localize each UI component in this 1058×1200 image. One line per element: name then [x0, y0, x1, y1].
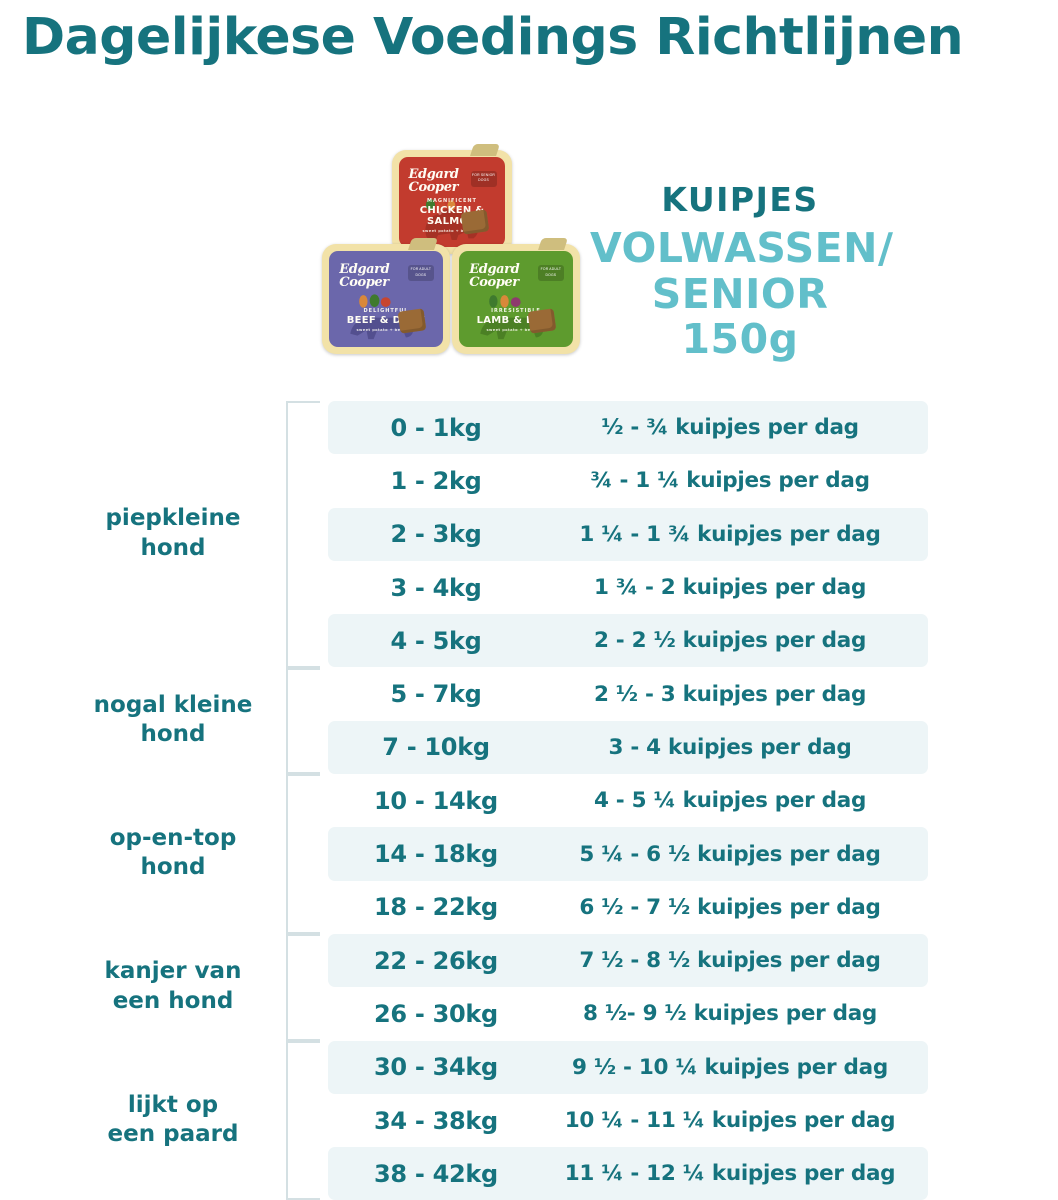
food-chunk-icon [460, 208, 490, 235]
tray-flavour-text: IRRESISTIBLE LAMB & BEEF sweet potato + … [476, 307, 556, 332]
group-label-line-1: op-en-top [109, 825, 237, 852]
weight-range-cell: 10 - 14kg [374, 786, 498, 815]
tray-badge: FOR SENIOR DOGS [470, 170, 497, 187]
tray-badge: FOR ADULT DOGS [537, 265, 564, 282]
table-row: 2 - 3kg 1 ¼ - 1 ¾ kuipjes per dag [328, 507, 928, 561]
group-label-line-1: kanjer van [104, 958, 242, 985]
vegetable-icons [426, 198, 456, 211]
tray-lip-icon [538, 238, 568, 250]
portion-amount-cell: 3 - 4 kuipjes per dag [608, 734, 852, 760]
brand-logo: Edgard Cooper [469, 261, 520, 290]
portion-amount-cell: ¾ - 1 ¼ kuipjes per dag [590, 468, 870, 494]
table-row: 3 - 4kg 1 ¾ - 2 kuipjes per dag [328, 561, 928, 614]
table-row: 4 - 5kg 2 - 2 ½ kuipjes per dag [328, 614, 928, 668]
portion-amount-cell: 10 ¼ - 11 ¼ kuipjes per dag [564, 1108, 896, 1133]
group-label-line-2: hond [140, 854, 206, 881]
vegetable-icons [358, 294, 391, 308]
group-bracket-icon [286, 1040, 320, 1200]
group-label-line-1: lijkt op [127, 1091, 219, 1118]
group-bracket-icon [286, 401, 320, 668]
weight-range-cell: 3 - 4kg [390, 573, 482, 602]
pack-size-line-2: SENIOR 150g [651, 269, 829, 364]
weight-range-cell: 14 - 18kg [374, 840, 498, 869]
page-title: Dagelijkese Voedings Richtlijnen [22, 8, 964, 67]
pack-size-line-1: VOLWASSEN/ [590, 223, 894, 272]
dog-size-group: lijkt op een paard [60, 1040, 320, 1200]
table-row: 5 - 7kg 2 ½ - 3 kuipjes per dag [328, 667, 928, 720]
portion-amount-cell: 1 ¾ - 2 kuipjes per dag [593, 575, 867, 601]
product-image-stack: Edgard Cooper FOR SENIOR DOGS MAGNIFICEN… [318, 144, 583, 375]
dog-size-group: piepkleine hond [60, 401, 320, 668]
brand-logo: Edgard Cooper [408, 166, 459, 196]
brand-logo: Edgard Cooper [339, 261, 390, 290]
group-label: kanjer van een hond [60, 957, 286, 1016]
group-label-line-1: nogal kleine [93, 691, 253, 718]
feeding-guidelines-table: 0 - 1kg ½ - ¾ kuipjes per dag 1 - 2kg ¾ - 1… [328, 401, 928, 1200]
weight-range-cell: 5 - 7kg [390, 680, 482, 709]
tray-lip-icon [408, 238, 438, 250]
portion-amount-cell: 9 ½ - 10 ¼ kuipjes per dag [572, 1054, 888, 1080]
weight-range-cell: 7 - 10kg [382, 733, 490, 762]
table-row: 10 - 14kg 4 - 5 ¼ kuipjes per dag [328, 774, 928, 827]
weight-range-cell: 30 - 34kg [374, 1053, 498, 1082]
weight-range-cell: 1 - 2kg [390, 466, 482, 495]
weight-range-cell: 2 - 3kg [390, 520, 482, 549]
food-chunk-icon [527, 307, 557, 334]
group-label-line-2: hond [140, 534, 206, 561]
portion-amount-cell: 4 - 5 ¼ kuipjes per dag [593, 788, 867, 814]
pack-size-label: VOLWASSEN/ SENIOR 150g [590, 223, 894, 364]
tray-flavour-text: DELIGHTFUL BEEF & DUCK sweet potato + be… [346, 307, 426, 332]
portion-amount-cell: 6 ½ - 7 ½ kuipjes per dag [579, 894, 881, 920]
table-row: 1 - 2kg ¾ - 1 ¼ kuipjes per dag [328, 454, 928, 507]
tray-badge: FOR ADULT DOGS [407, 265, 434, 282]
table-row: 22 - 26kg 7 ½ - 8 ½ kuipjes per dag [328, 933, 928, 988]
vegetable-icons [488, 295, 521, 308]
pack-type-label: KUIPJES [661, 180, 819, 219]
weight-range-cell: 26 - 30kg [374, 999, 498, 1028]
group-label: piepkleine hond [60, 504, 286, 563]
portion-amount-cell: 11 ¼ - 12 ¼ kuipjes per dag [564, 1161, 896, 1187]
portion-amount-cell: 7 ½ - 8 ½ kuipjes per dag [579, 948, 881, 974]
product-tray-beef-duck: Edgard Cooper FOR ADULT DOGS DELIGHTFUL … [322, 238, 450, 354]
weight-range-cell: 0 - 1kg [390, 413, 482, 442]
group-label-line-1: piepkleine [105, 505, 241, 532]
group-label: op-en-top hond [60, 824, 286, 883]
table-row: 7 - 10kg 3 - 4 kuipjes per dag [328, 720, 928, 775]
table-row: 38 - 42kg 11 ¼ - 12 ¼ kuipjes per dag [328, 1147, 928, 1200]
weight-range-cell: 38 - 42kg [374, 1159, 498, 1188]
group-label-line-2: een paard [107, 1120, 239, 1147]
group-label-line-2: hond [140, 721, 206, 748]
group-bracket-icon [286, 934, 320, 1041]
product-tray-lamb-beef: Edgard Cooper FOR ADULT DOGS IRRESISTIBL… [452, 238, 580, 354]
portion-amount-cell: 5 ¼ - 6 ½ kuipjes per dag [579, 841, 881, 867]
portion-amount-cell: ½ - ¾ kuipjes per dag [601, 415, 859, 441]
group-label: nogal kleine hond [60, 691, 286, 750]
dog-size-group: nogal kleine hond [60, 667, 320, 775]
weight-range-cell: 34 - 38kg [374, 1106, 498, 1135]
weight-range-cell: 22 - 26kg [374, 946, 498, 975]
dog-size-group: kanjer van een hond [60, 934, 320, 1041]
group-bracket-icon [286, 667, 320, 775]
table-row: 34 - 38kg 10 ¼ - 11 ¼ kuipjes per dag [328, 1094, 928, 1147]
tray-lip-icon [470, 144, 500, 156]
table-row: 18 - 22kg 6 ½ - 7 ½ kuipjes per dag [328, 881, 928, 934]
group-label: lijkt op een paard [60, 1091, 286, 1150]
portion-amount-cell: 8 ½- 9 ½ kuipjes per dag [582, 1001, 878, 1027]
portion-amount-cell: 1 ¼ - 1 ¾ kuipjes per dag [579, 521, 881, 547]
group-bracket-icon [286, 774, 320, 934]
table-row: 14 - 18kg 5 ¼ - 6 ½ kuipjes per dag [328, 827, 928, 881]
tray-flavour-text: MAGNIFICENT CHICKEN & SALMON sweet potat… [419, 197, 485, 233]
product-tray-chicken-salmon: Edgard Cooper FOR SENIOR DOGS MAGNIFICEN… [392, 144, 512, 254]
table-row: 30 - 34kg 9 ½ - 10 ¼ kuipjes per dag [328, 1040, 928, 1094]
portion-amount-cell: 2 - 2 ½ kuipjes per dag [593, 628, 867, 654]
pack-header: KUIPJES VOLWASSEN/ SENIOR 150g [590, 180, 894, 364]
weight-range-cell: 18 - 22kg [374, 893, 498, 922]
table-row: 26 - 30kg 8 ½- 9 ½ kuipjes per dag [328, 987, 928, 1040]
dog-size-group: op-en-top hond [60, 774, 320, 934]
portion-amount-cell: 2 ½ - 3 kuipjes per dag [593, 681, 867, 707]
weight-range-cell: 4 - 5kg [390, 626, 482, 655]
group-label-line-2: een hond [112, 987, 234, 1014]
food-chunk-icon [397, 307, 427, 334]
table-row: 0 - 1kg ½ - ¾ kuipjes per dag [328, 401, 928, 455]
